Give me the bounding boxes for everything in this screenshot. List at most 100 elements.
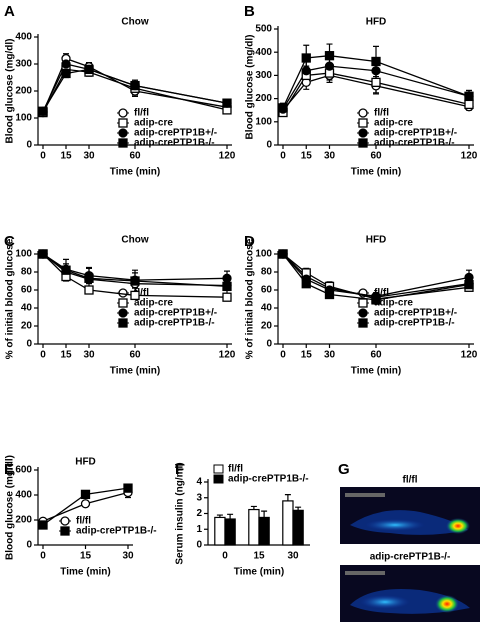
data-point: [371, 77, 381, 88]
legend-label: fl/fl: [228, 464, 243, 475]
data-point: [222, 273, 232, 283]
x-tick-label: 30: [83, 151, 95, 162]
x-axis-label: Time (min): [234, 567, 284, 578]
data-point: [278, 249, 288, 259]
x-tick-label: 15: [301, 350, 313, 361]
legend-label: adip-crePTP1B-/-: [134, 318, 215, 329]
x-tick-label: 15: [60, 151, 72, 162]
error-bar: [284, 494, 291, 501]
x-tick-label: 120: [461, 350, 478, 361]
data-point: [61, 68, 71, 79]
y-tick-label: 2: [196, 508, 202, 519]
legend-marker: [118, 318, 128, 328]
x-axis-label: Time (min): [60, 567, 110, 578]
y-tick-label: 40: [261, 303, 273, 314]
y-tick-label: 0: [26, 140, 32, 151]
y-tick-label: 200: [15, 86, 32, 97]
legend-label: adip-crePTP1B-/-: [76, 526, 157, 537]
x-tick-label: 60: [370, 151, 382, 162]
data-point: [464, 99, 474, 110]
bar: [214, 516, 226, 546]
x-tick-label: 60: [370, 350, 382, 361]
legend-marker: [118, 298, 128, 308]
legend-label: adip-crePTP1B-/-: [228, 474, 309, 485]
legend-marker: [358, 318, 368, 328]
data-point: [130, 276, 140, 286]
legend-marker: [118, 118, 128, 128]
x-tick-label: 0: [280, 350, 286, 361]
legend-label: adip-crePTP1B+/-: [374, 308, 457, 319]
x-tick-label: 15: [80, 551, 92, 562]
data-point: [84, 285, 94, 295]
legend-label: adip-cre: [134, 298, 173, 309]
y-tick-label: 100: [15, 113, 32, 124]
x-tick-label: 0: [40, 350, 46, 361]
y-tick-label: 400: [15, 490, 32, 501]
x-axis-label: Time (min): [351, 167, 401, 178]
y-tick-label: 0: [266, 339, 272, 350]
legend-marker: [358, 138, 368, 148]
panel-letter: C: [4, 233, 15, 250]
chart-title: HFD: [75, 457, 96, 468]
legend-marker: [60, 516, 70, 526]
panel-letter: A: [4, 3, 15, 20]
data-point: [301, 279, 311, 289]
chart-title: HFD: [366, 235, 387, 246]
y-axis-label: Serum insulin (ng/ml): [175, 462, 186, 564]
y-tick-label: 3: [196, 492, 202, 503]
x-tick-label: 30: [287, 551, 299, 562]
data-point: [130, 290, 140, 301]
data-point: [38, 249, 48, 259]
y-tick-label: 400: [255, 47, 272, 58]
legend-label: fl/fl: [134, 288, 149, 299]
legend-marker: [358, 308, 368, 318]
y-tick-label: 100: [255, 249, 272, 260]
x-tick-label: 30: [324, 350, 336, 361]
y-axis-label: % of initial blood glucose: [5, 238, 16, 359]
image-caption: fl/fl: [403, 475, 418, 486]
y-tick-label: 0: [196, 540, 202, 551]
legend-marker: [358, 118, 368, 128]
y-axis-label: Blood glucose (mg/dl): [5, 39, 16, 144]
data-point: [84, 64, 94, 75]
data-point: [371, 56, 381, 67]
legend-marker: [60, 526, 70, 536]
data-point: [61, 265, 71, 275]
data-point: [371, 66, 381, 76]
y-tick-label: 60: [261, 285, 273, 296]
chart-title: Chow: [121, 17, 148, 28]
legend-marker: [118, 128, 128, 138]
legend-marker: [358, 128, 368, 138]
x-tick-label: 0: [40, 551, 46, 562]
legend-label: adip-crePTP1B+/-: [134, 308, 217, 319]
data-point: [222, 98, 232, 108]
legend-label: adip-crePTP1B+/-: [374, 128, 457, 139]
x-tick-label: 60: [129, 151, 141, 162]
data-point: [61, 59, 71, 69]
data-point: [130, 80, 140, 91]
legend-swatch: [213, 474, 224, 484]
legend-label: adip-cre: [134, 118, 173, 129]
y-tick-label: 80: [261, 267, 273, 278]
legend-marker: [118, 138, 128, 148]
x-tick-label: 120: [461, 151, 478, 162]
data-point: [38, 106, 48, 116]
x-tick-label: 15: [60, 350, 72, 361]
data-point: [84, 273, 94, 283]
legend-label: fl/fl: [374, 288, 389, 299]
y-axis-label: % of initial blood glucose: [245, 238, 256, 359]
error-bar: [261, 510, 268, 518]
data-point: [324, 61, 335, 71]
data-point: [464, 279, 474, 290]
data-point: [324, 51, 335, 61]
legend-label: fl/fl: [76, 516, 91, 527]
x-axis-label: Time (min): [351, 366, 401, 377]
legend-label: adip-crePTP1B+/-: [134, 128, 217, 139]
y-tick-label: 600: [15, 465, 32, 476]
legend-label: adip-cre: [374, 118, 413, 129]
x-tick-label: 30: [324, 151, 336, 162]
y-tick-label: 20: [261, 321, 273, 332]
y-tick-label: 200: [15, 515, 32, 526]
y-tick-label: 4: [196, 477, 202, 488]
